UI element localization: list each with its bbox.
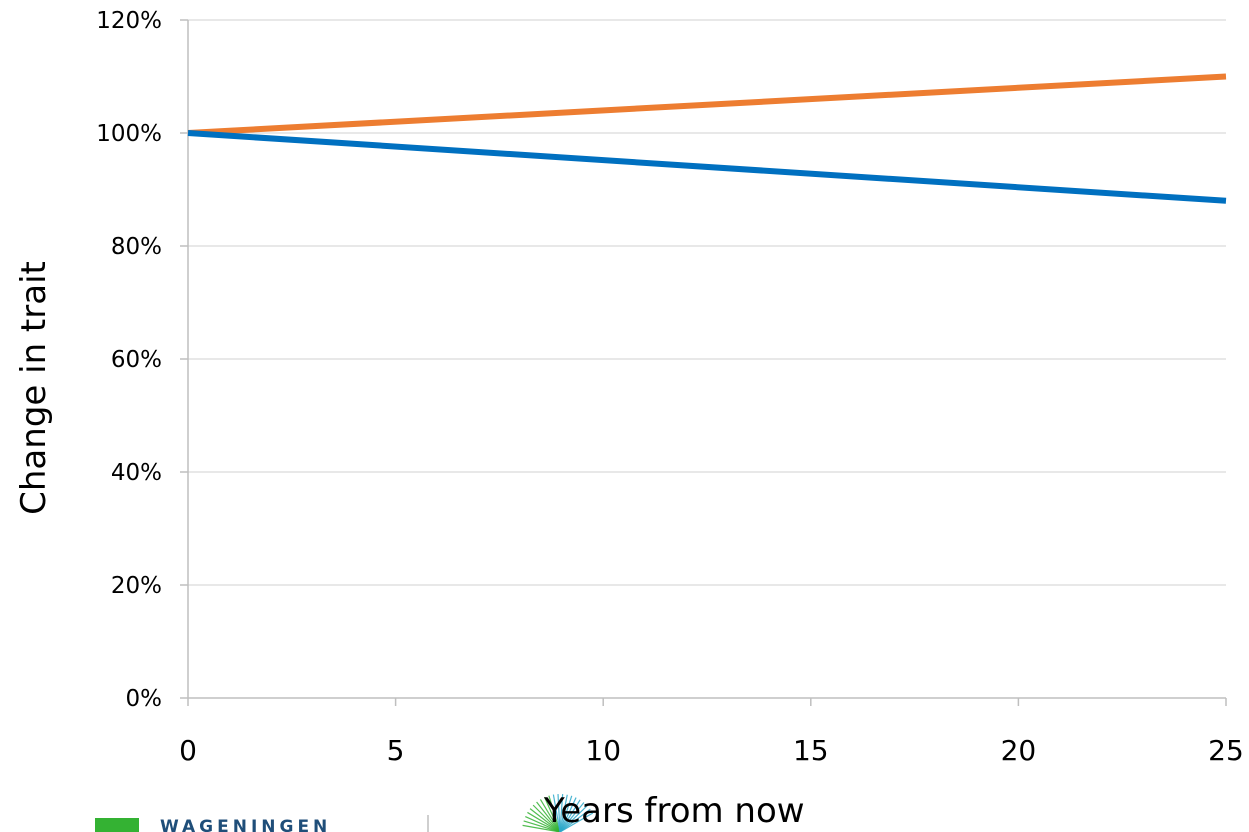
sunburst-ray xyxy=(536,801,561,832)
sunburst-ray xyxy=(543,797,561,832)
x-tick-label: 10 xyxy=(585,734,621,767)
sunburst-ray xyxy=(557,794,561,832)
y-tick-label: 20% xyxy=(111,573,162,599)
x-tick-labels: 0 5 10 15 20 25 xyxy=(179,734,1244,767)
sunburst-ray xyxy=(559,797,577,832)
sunburst-ray xyxy=(559,795,573,832)
y-axis-title: Change in trait xyxy=(14,261,54,515)
y-tick-label: 40% xyxy=(111,460,162,486)
y-tick-label: 120% xyxy=(96,8,162,34)
sunburst-ray xyxy=(552,794,561,832)
sunburst-ray xyxy=(523,820,561,832)
series-line-1 xyxy=(187,73,1227,136)
x-tick-label: 0 xyxy=(179,734,197,767)
sunburst-ray xyxy=(559,808,591,832)
sunburst-ray xyxy=(559,812,594,832)
series-line-2 xyxy=(187,130,1227,204)
y-tick-label: 100% xyxy=(96,121,162,147)
wageningen-logo: WAGENINGEN xyxy=(95,815,429,832)
gridlines xyxy=(188,19,1226,586)
sunburst-ray xyxy=(522,824,561,832)
x-tick-label: 25 xyxy=(1208,734,1244,767)
sunburst-ray xyxy=(525,815,561,832)
sunburst-ray xyxy=(559,799,581,832)
sunburst-ray xyxy=(527,811,561,832)
axis-ticks xyxy=(180,19,1227,706)
sunburst-ray xyxy=(559,794,564,832)
x-tick-label: 20 xyxy=(1001,734,1037,767)
sunburst-ray xyxy=(539,799,561,832)
sunburst-ray xyxy=(559,802,585,832)
y-tick-labels: 0% 20% 40% 60% 80% 100% 120% xyxy=(96,8,162,712)
logo-mark xyxy=(95,818,139,832)
y-tick-label: 80% xyxy=(111,234,162,260)
x-tick-label: 5 xyxy=(387,734,405,767)
y-tick-label: 0% xyxy=(126,686,163,712)
sunburst-icon xyxy=(522,794,594,832)
series-lines xyxy=(187,73,1227,204)
logo-text: WAGENINGEN xyxy=(160,817,331,832)
y-tick-label: 60% xyxy=(111,347,162,373)
sunburst-ray xyxy=(559,805,588,832)
x-axis-title: Years from now xyxy=(543,791,805,831)
sunburst-ray xyxy=(548,795,561,832)
sunburst-ray xyxy=(532,804,561,832)
sunburst-ray xyxy=(529,808,561,832)
sunburst-ray xyxy=(559,794,568,832)
x-tick-label: 15 xyxy=(793,734,829,767)
